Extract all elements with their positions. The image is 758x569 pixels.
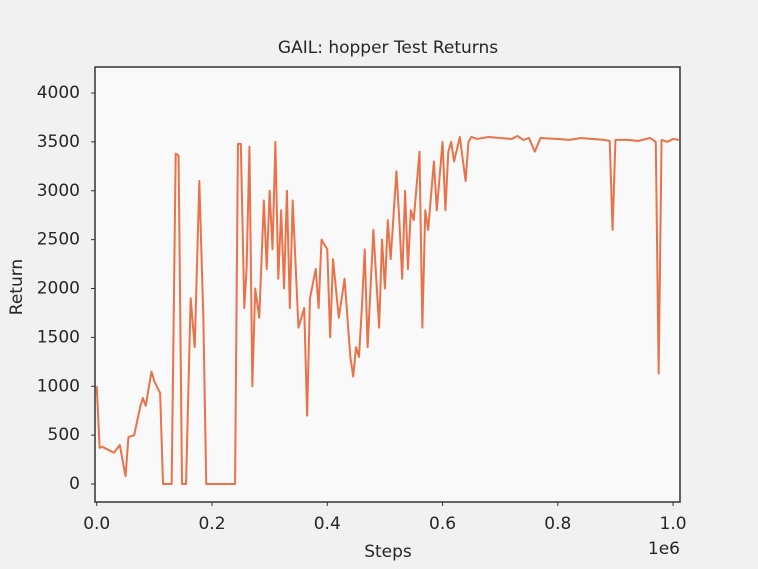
x-offset-label: 1e6 <box>648 539 680 559</box>
y-axis-label: Return <box>7 259 27 315</box>
y-tick-label: 2500 <box>37 230 80 250</box>
x-tick-label: 0.2 <box>198 514 225 534</box>
plot-frame <box>94 66 681 503</box>
x-tick-label: 1.0 <box>660 514 687 534</box>
y-tick-label: 500 <box>48 425 80 445</box>
y-tick-label: 2000 <box>37 279 80 299</box>
y-tick-label: 0 <box>69 474 80 494</box>
plot-area <box>95 67 680 502</box>
x-tick-label: 0.8 <box>544 514 571 534</box>
line-series <box>95 135 680 486</box>
y-tick-label: 3500 <box>37 132 80 152</box>
y-tick-label: 1500 <box>37 327 80 347</box>
x-tick-label: 0.4 <box>314 514 341 534</box>
y-tick-label: 4000 <box>37 83 80 103</box>
y-tick-label: 3000 <box>37 181 80 201</box>
x-tick-label: 0.6 <box>429 514 456 534</box>
y-tick-label: 1000 <box>37 376 80 396</box>
chart-title: GAIL: hopper Test Returns <box>278 38 498 58</box>
x-axis-label: Steps <box>364 542 412 562</box>
x-tick-label: 0.0 <box>83 514 110 534</box>
